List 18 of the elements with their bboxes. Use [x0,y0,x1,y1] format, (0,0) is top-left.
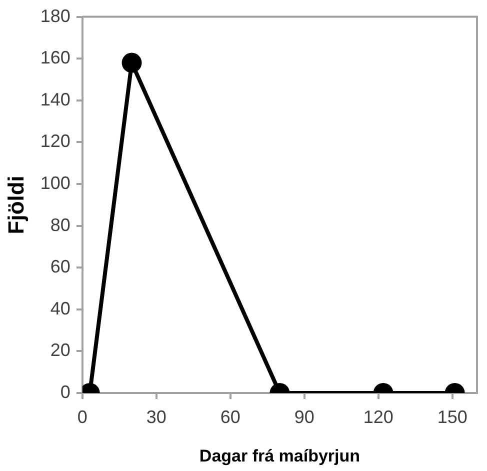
y-axis-title: Fjöldi [3,176,28,234]
y-tick-label: 100 [40,172,70,193]
y-tick-label: 20 [50,340,70,360]
y-tick-label: 60 [50,256,70,277]
y-tick-label: 80 [50,214,70,235]
x-tick-label: 90 [294,406,314,427]
y-tick-label: 0 [60,382,70,402]
y-tick-label: 180 [40,6,70,26]
x-tick-label: 0 [77,406,88,427]
x-tick-label: 150 [437,406,468,427]
x-tick-label: 30 [146,406,166,427]
x-axis-title: Dagar frá maíbyrjun [199,446,360,466]
x-tick-label: 60 [220,406,240,427]
y-tick-label: 40 [50,298,70,318]
y-tick-label: 140 [40,89,70,110]
y-tick-label: 120 [40,131,70,152]
y-tick-label: 160 [40,48,70,68]
x-tick-label: 120 [363,406,394,427]
